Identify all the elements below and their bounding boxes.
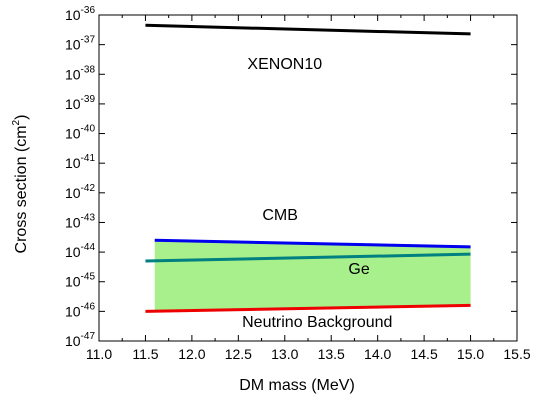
annotation-xenon10: XENON10 (247, 56, 322, 73)
y-tick-label: 10-37 (65, 35, 95, 53)
shaded-region (154, 240, 471, 312)
shaded-region-layer (154, 240, 471, 312)
y-tick-label: 10-36 (65, 5, 95, 23)
y-tick-label: 10-46 (65, 301, 95, 319)
annotation-cmb: CMB (262, 207, 298, 224)
x-tick-label: 11.0 (86, 346, 112, 362)
y-tick-label: 10-38 (65, 64, 95, 82)
series-line-xenon10 (145, 23, 471, 36)
y-axis-title: Cross section (cm2) (11, 115, 30, 254)
y-tick-label: 10-44 (65, 242, 95, 260)
y-tick-label: 10-39 (65, 94, 95, 112)
y-tick-label: 10-41 (65, 153, 95, 171)
y-tick-label: 10-42 (65, 183, 95, 201)
y-tick-label: 10-45 (65, 272, 95, 290)
series-layer (145, 23, 471, 313)
x-axis-title: DM mass (MeV) (239, 377, 355, 394)
x-tick-label: 11.5 (132, 346, 158, 362)
x-tick-label: 14.5 (410, 346, 437, 362)
x-tick-label: 15.0 (457, 346, 484, 362)
x-tick-label: 13.0 (271, 346, 298, 362)
annotation-neutrino: Neutrino Background (242, 314, 392, 331)
x-tick-label: 12.0 (178, 346, 205, 362)
annotation-layer: XENON10 CMB Ge Neutrino Background (242, 56, 392, 331)
series-line-ge (145, 252, 471, 263)
x-tick-label: 14.0 (364, 346, 391, 362)
x-tick-label: 12.5 (225, 346, 252, 362)
y-tick-label: 10-43 (65, 212, 95, 230)
x-tick-label: 13.5 (318, 346, 345, 362)
x-tick-label: 15.5 (503, 346, 530, 362)
series-line-neutrino (145, 303, 471, 313)
y-tick-label: 10-47 (65, 331, 95, 349)
series-line-cmb (154, 238, 471, 249)
annotation-ge: Ge (348, 261, 369, 278)
y-axis-title-suffix: ) (13, 115, 30, 120)
axes-layer: 11.0 11.5 12.0 12.5 13.0 13.5 14.0 14.5 15.0 15.5… (65, 5, 531, 362)
y-axis-title-prefix: Cross section (cm (13, 125, 30, 253)
y-tick-label: 10-40 (65, 124, 95, 142)
y-axis-title-exponent: 2 (11, 119, 22, 125)
